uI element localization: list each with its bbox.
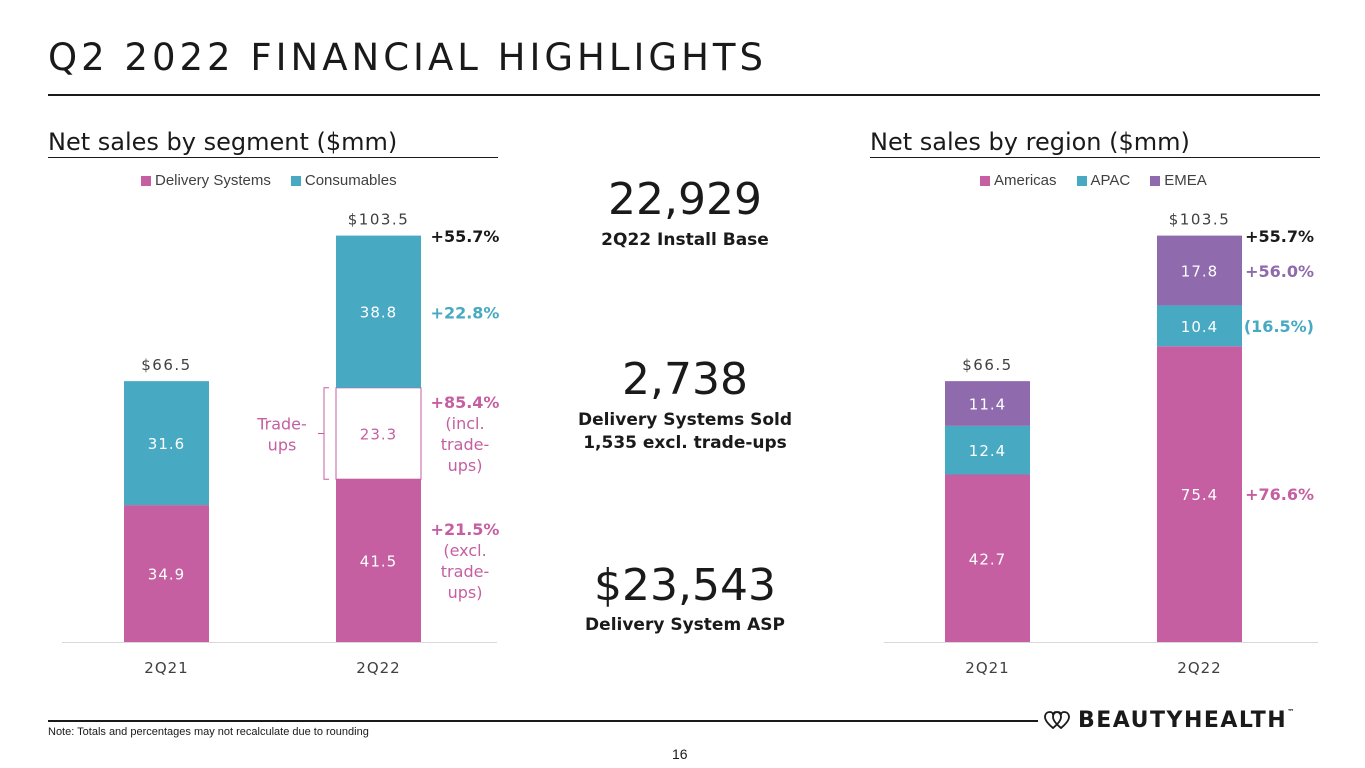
growth-annotation: +55.7% xyxy=(431,227,500,246)
data-label: 42.7 xyxy=(969,550,1006,568)
bar-segment-emea xyxy=(1157,235,1242,306)
legend-swatch xyxy=(1150,175,1161,186)
kpi-install-base-label: 2Q22 Install Base xyxy=(601,230,769,250)
growth-annotation: +22.8% xyxy=(431,303,500,322)
kpi-systems-sold-value: 2,738 xyxy=(622,354,748,405)
legend-swatch xyxy=(980,175,990,186)
legend-item-consumables: Consumables xyxy=(290,172,397,189)
category-tick-label: 2Q21 xyxy=(144,659,188,677)
total-label: $66.5 xyxy=(141,356,191,374)
growth-annotation: (excl. xyxy=(443,541,486,560)
data-label: 23.3 xyxy=(360,426,397,444)
data-label: 11.4 xyxy=(969,395,1006,413)
bar-segment-americas xyxy=(1157,346,1242,642)
kpi-systems-sold-sublabel: 1,535 excl. trade-ups xyxy=(583,433,787,453)
growth-annotation: +55.7% xyxy=(1245,227,1314,246)
total-label: $103.5 xyxy=(1169,211,1231,229)
legend-label: Americas xyxy=(994,172,1057,189)
bar-segment-delivery-systems xyxy=(124,505,209,642)
legend-item-delivery-systems: Delivery Systems xyxy=(141,172,271,189)
data-label: 31.6 xyxy=(148,435,185,453)
trade-ups-bracket xyxy=(318,387,329,480)
growth-annotation: (16.5%) xyxy=(1244,317,1314,336)
data-label: 41.5 xyxy=(360,553,397,571)
category-tick-label: 2Q22 xyxy=(356,659,400,677)
heart-logo-icon xyxy=(1044,710,1070,729)
legend-item-emea: EMEA xyxy=(1150,172,1207,189)
region-legend: Americas APAC EMEA xyxy=(980,172,1207,189)
data-label: 75.4 xyxy=(1181,486,1218,504)
growth-annotation: +76.6% xyxy=(1245,485,1314,504)
bar-segment-consumables xyxy=(124,381,209,506)
slide-title: Q2 2022 FINANCIAL HIGHLIGHTS xyxy=(48,36,767,79)
bar-segment-apac xyxy=(945,425,1030,475)
kpi-install-base-value: 22,929 xyxy=(608,174,762,225)
title-divider xyxy=(48,94,1320,96)
growth-annotation: +85.4% xyxy=(431,393,500,412)
data-label: 17.8 xyxy=(1181,263,1218,281)
brand-logo: BEAUTYHEALTH™ xyxy=(1044,708,1296,733)
growth-annotation: trade- xyxy=(441,562,489,581)
trade-ups-label: Trade- xyxy=(256,415,307,434)
legend-label: APAC xyxy=(1090,172,1131,189)
growth-annotation: (incl. xyxy=(445,414,484,433)
growth-annotation: trade- xyxy=(441,435,489,454)
footnote: Note: Totals and percentages may not rec… xyxy=(48,726,369,738)
bar-segment-trade-ups xyxy=(335,387,422,480)
total-label: $103.5 xyxy=(348,211,410,229)
legend-label: Consumables xyxy=(304,172,397,189)
category-tick-label: 2Q21 xyxy=(965,659,1009,677)
bar-segment-consumables xyxy=(336,235,421,388)
bar-segment-emea xyxy=(945,381,1030,426)
legend-label: Delivery Systems xyxy=(155,172,271,189)
growth-annotation: ups) xyxy=(448,583,483,602)
bar-segment-delivery-systems xyxy=(336,479,421,642)
growth-annotation: +21.5% xyxy=(431,520,500,539)
growth-annotation: ups) xyxy=(448,456,483,475)
data-label: 34.9 xyxy=(148,566,185,584)
segment-legend: Delivery Systems Consumables xyxy=(141,172,397,189)
kpi-asp-label: Delivery System ASP xyxy=(585,615,785,635)
page-number: 16 xyxy=(672,746,688,762)
legend-swatch xyxy=(290,175,301,186)
logo-trademark: ™ xyxy=(1287,708,1296,716)
legend-swatch xyxy=(1076,175,1087,186)
kpi-asp-value: $23,543 xyxy=(594,560,776,611)
bar-segment-apac xyxy=(1157,305,1242,347)
legend-label: EMEA xyxy=(1164,172,1207,189)
bar-segment-americas xyxy=(945,474,1030,642)
trade-ups-label: ups xyxy=(268,436,297,455)
logo-wordmark: BEAUTYHEALTH™ xyxy=(1078,708,1296,733)
kpi-systems-sold-label: Delivery Systems Sold xyxy=(577,410,793,430)
growth-annotation: +56.0% xyxy=(1245,262,1314,281)
legend-swatch xyxy=(141,175,151,186)
category-tick-label: 2Q22 xyxy=(1177,659,1221,677)
segment-chart-title: Net sales by segment ($mm) xyxy=(48,128,498,158)
total-label: $66.5 xyxy=(962,356,1012,374)
data-label: 10.4 xyxy=(1181,318,1218,336)
logo-wordmark-text: BEAUTYHEALTH xyxy=(1078,708,1288,733)
data-label: 38.8 xyxy=(360,304,397,322)
region-chart-title: Net sales by region ($mm) xyxy=(870,128,1320,158)
legend-item-americas: Americas xyxy=(980,172,1057,189)
legend-item-apac: APAC xyxy=(1076,172,1131,189)
footer-divider xyxy=(48,720,1038,722)
data-label: 12.4 xyxy=(969,442,1006,460)
